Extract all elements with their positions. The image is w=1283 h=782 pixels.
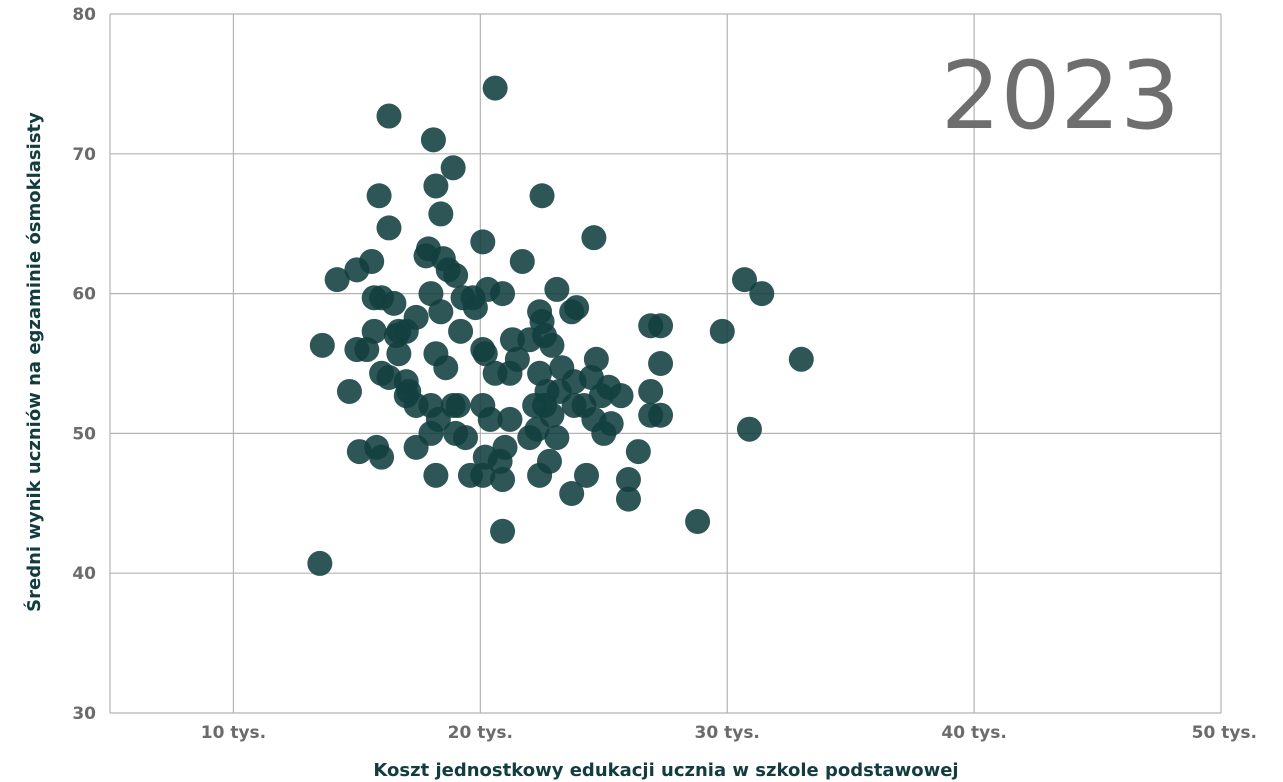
data-point: [403, 434, 429, 460]
grid-lines: [109, 13, 1222, 714]
y-tick-label: 60: [72, 285, 96, 305]
data-point: [490, 281, 516, 307]
data-points: [307, 75, 814, 576]
y-tick-label: 70: [72, 145, 96, 165]
data-point: [307, 550, 333, 576]
data-point: [559, 481, 585, 507]
y-tick-label: 80: [72, 5, 96, 25]
data-point: [448, 318, 474, 344]
data-point: [529, 183, 555, 209]
data-point: [336, 378, 362, 404]
x-tick-label: 50 tys.: [1192, 723, 1257, 743]
data-point: [490, 467, 516, 493]
data-point: [376, 103, 402, 129]
data-point: [638, 378, 664, 404]
data-point: [499, 327, 525, 353]
data-point: [608, 383, 634, 409]
data-point: [749, 281, 775, 307]
data-point: [423, 173, 449, 199]
data-point: [517, 425, 543, 451]
data-point: [445, 392, 471, 418]
data-point: [544, 276, 570, 302]
y-axis-title: Średni wynik uczniów na egzaminie ósmokl…: [23, 112, 45, 612]
data-point: [344, 257, 370, 283]
tick-labels: 30 40 50 60 70 80 10 tys. 20 tys. 30 tys. 40 tys.…: [72, 5, 1257, 743]
data-point: [477, 406, 503, 432]
data-point: [487, 448, 513, 474]
data-point: [625, 439, 651, 465]
data-point: [386, 341, 412, 367]
data-point: [497, 360, 523, 386]
data-point: [428, 201, 454, 227]
data-point: [369, 444, 395, 470]
data-point: [433, 355, 459, 381]
x-tick-label: 10 tys.: [201, 723, 266, 743]
data-point: [615, 486, 641, 512]
data-point: [309, 332, 335, 358]
x-axis-title: Koszt jednostkowy edukacji ucznia w szko…: [373, 760, 958, 781]
data-point: [440, 155, 466, 181]
data-point: [482, 75, 508, 101]
data-point: [428, 299, 454, 325]
x-tick-label: 30 tys.: [695, 723, 760, 743]
data-point: [648, 351, 674, 376]
data-point: [346, 439, 372, 465]
data-point: [685, 508, 711, 534]
data-point: [376, 215, 402, 241]
data-point: [539, 332, 565, 358]
data-point: [366, 183, 392, 209]
year-label: 2023: [941, 42, 1180, 151]
data-point: [470, 462, 496, 488]
data-point: [470, 229, 496, 255]
data-point: [393, 318, 419, 344]
data-point: [648, 313, 674, 339]
data-point: [736, 416, 762, 442]
data-point: [559, 299, 585, 325]
data-point: [443, 262, 469, 288]
data-point: [420, 127, 446, 153]
data-point: [453, 425, 479, 451]
data-point: [591, 420, 617, 446]
data-point: [354, 337, 380, 363]
data-point: [423, 462, 449, 488]
data-point: [615, 467, 641, 493]
data-point: [732, 267, 758, 293]
data-point: [527, 462, 553, 488]
data-point: [788, 346, 814, 372]
data-point: [573, 462, 599, 488]
data-point: [472, 341, 498, 367]
data-point: [509, 248, 535, 274]
y-tick-label: 50: [72, 424, 96, 444]
data-point: [462, 295, 488, 321]
data-point: [581, 225, 607, 251]
data-point: [490, 518, 516, 544]
y-tick-label: 30: [72, 704, 96, 724]
data-point: [324, 267, 350, 293]
data-point: [709, 318, 735, 344]
data-point: [381, 290, 407, 316]
data-point: [544, 425, 570, 451]
x-tick-label: 20 tys.: [448, 723, 513, 743]
data-point: [497, 406, 523, 432]
y-tick-label: 40: [72, 564, 96, 584]
data-point: [638, 402, 664, 428]
x-tick-label: 40 tys.: [941, 723, 1006, 743]
